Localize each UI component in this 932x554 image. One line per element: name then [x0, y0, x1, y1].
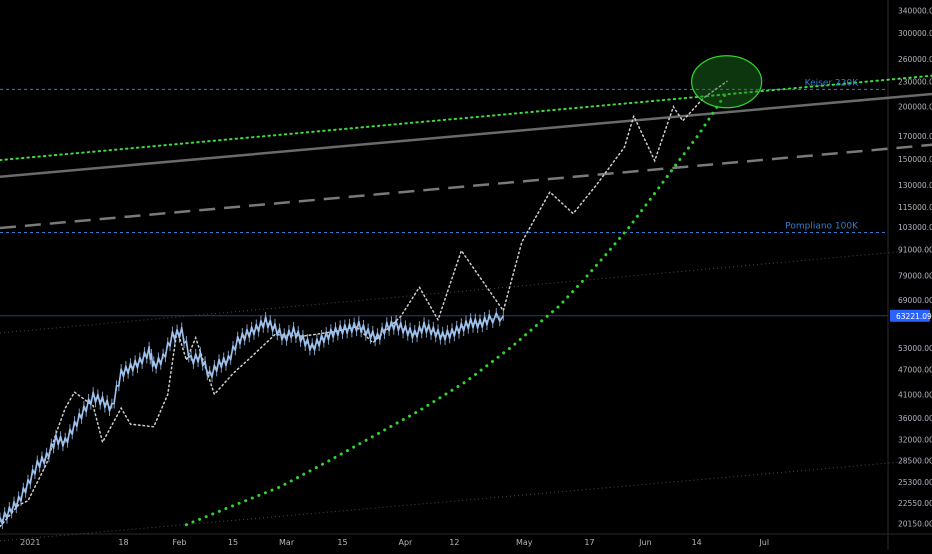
x-tick-label: May — [516, 538, 533, 547]
level-label-2: Pompliano 100K — [785, 222, 859, 232]
x-tick-label: Feb — [172, 538, 186, 547]
y-tick-label: 300000.00 — [898, 29, 932, 38]
y-tick-label: 28500.00 — [898, 456, 932, 465]
trendline-3 — [0, 143, 932, 230]
y-tick-label: 130000.00 — [898, 181, 932, 190]
y-tick-label: 150000.00 — [898, 155, 932, 164]
y-tick-label: 79000.00 — [898, 271, 932, 280]
y-tick-label: 260000.00 — [898, 55, 932, 64]
y-tick-label: 36000.00 — [898, 414, 932, 423]
y-tick-label: 230000.00 — [898, 77, 932, 86]
x-tick-label: Jun — [638, 538, 652, 547]
current-price-tag — [890, 309, 930, 322]
y-tick-label: 69000.00 — [898, 296, 932, 305]
x-tick-label: 18 — [118, 538, 128, 547]
x-tick-label: 15 — [337, 538, 347, 547]
y-tick-label: 22550.00 — [898, 499, 932, 508]
y-tick-label: 32000.00 — [898, 435, 932, 444]
level-label-1: Keiser 220K — [805, 78, 859, 88]
parabolic-curve — [184, 90, 729, 527]
trendline-1 — [0, 74, 932, 162]
y-tick-label: 41000.00 — [898, 390, 932, 399]
x-tick-label: 17 — [584, 538, 594, 547]
y-tick-label: 47000.00 — [898, 366, 932, 375]
current-price-label: 63221.09 — [896, 312, 932, 321]
x-tick-label: 2021 — [20, 538, 40, 547]
x-tick-label: Jul — [758, 538, 769, 547]
y-tick-label: 170000.00 — [898, 132, 932, 141]
x-tick-label: Mar — [279, 538, 295, 547]
y-tick-label: 115000.00 — [898, 203, 932, 212]
x-tick-label: 12 — [449, 538, 459, 547]
y-tick-label: 340000.00 — [898, 6, 932, 15]
y-tick-label: 91000.00 — [898, 246, 932, 255]
y-tick-label: 25300.00 — [898, 478, 932, 487]
projection-path — [0, 80, 728, 528]
y-tick-label: 200000.00 — [898, 103, 932, 112]
y-tick-label: 20150.00 — [898, 519, 932, 528]
x-tick-label: Apr — [398, 538, 413, 547]
y-tick-label: 103000.00 — [898, 223, 932, 232]
x-tick-label: 15 — [228, 538, 238, 547]
trendline-2 — [0, 92, 932, 178]
x-tick-label: 14 — [692, 538, 702, 547]
y-tick-label: 53000.00 — [898, 344, 932, 353]
target-ellipse — [691, 55, 763, 109]
